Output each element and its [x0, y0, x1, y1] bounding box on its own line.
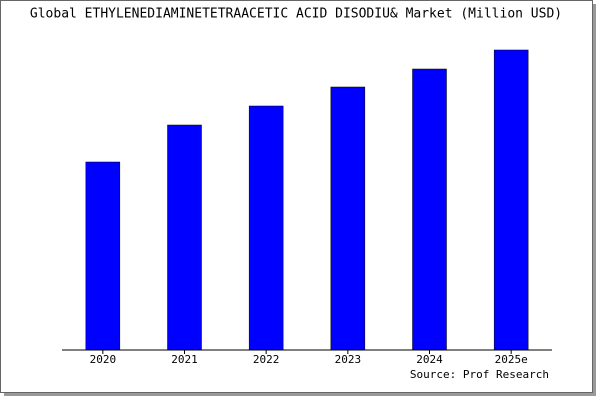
- plot-area: [62, 48, 552, 350]
- x-tick-label: 2020: [90, 353, 117, 366]
- chart-title: Global ETHYLENEDIAMINETETRAACETIC ACID D…: [30, 7, 562, 22]
- source-note: Source: Prof Research: [410, 368, 549, 381]
- bar: [493, 49, 529, 351]
- x-tick-label: 2024: [416, 353, 443, 366]
- x-tick-label: 2023: [335, 353, 362, 366]
- bar: [330, 86, 366, 351]
- bar: [248, 105, 284, 351]
- x-tick-label: 2025e: [495, 353, 528, 366]
- bar: [85, 161, 121, 351]
- x-tick-label: 2021: [171, 353, 198, 366]
- bar: [167, 124, 202, 351]
- x-tick-label: 2022: [253, 353, 280, 366]
- bar: [412, 68, 447, 351]
